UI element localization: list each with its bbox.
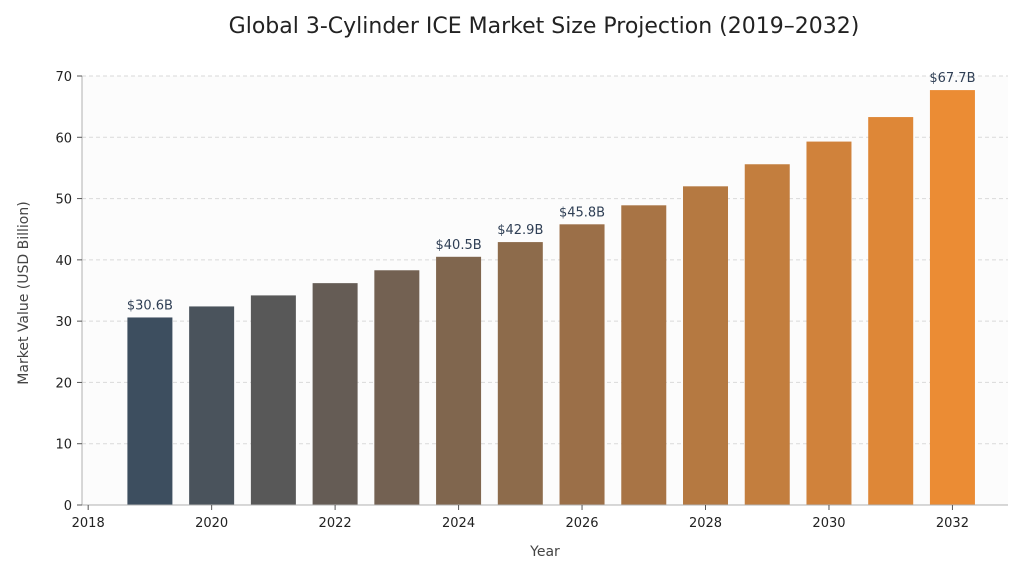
- data-labels: $30.6B $40.5B $42.9B $45.8B $67.7B: [127, 71, 976, 313]
- bar-2022: [312, 283, 358, 505]
- bar-2021: [250, 295, 296, 505]
- bar-2028: [683, 186, 729, 506]
- bar-2024: [436, 256, 482, 505]
- bar-2025: [497, 242, 543, 505]
- x-tick-label-2020: 2020: [195, 516, 228, 531]
- data-label-2024: $40.5B: [436, 238, 482, 253]
- y-tick-label-70: 70: [55, 70, 72, 85]
- x-tick-label-2018: 2018: [72, 516, 105, 531]
- x-tick-label-2030: 2030: [812, 516, 845, 531]
- bar-2023: [374, 270, 420, 505]
- chart-title: Global 3-Cylinder ICE Market Size Projec…: [229, 14, 860, 39]
- y-tick-label-50: 50: [55, 193, 72, 208]
- bar-2019: [127, 317, 173, 505]
- grid-lines: [82, 75, 1008, 445]
- y-tick-label-0: 0: [64, 499, 72, 514]
- x-tick-label-2028: 2028: [689, 516, 722, 531]
- bars: [127, 90, 975, 506]
- x-tick-label-2032: 2032: [936, 516, 969, 531]
- bar-2020: [189, 306, 235, 505]
- data-label-2032: $67.7B: [929, 71, 975, 86]
- y-tick-label-10: 10: [55, 438, 72, 453]
- plot-background: [82, 76, 1008, 505]
- data-label-2026: $45.8B: [559, 205, 605, 220]
- x-tick-label-2022: 2022: [319, 516, 352, 531]
- y-tick-label-20: 20: [55, 376, 72, 391]
- x-axis-title: Year: [529, 544, 560, 560]
- bar-2031: [868, 117, 914, 505]
- y-tick-label-40: 40: [55, 254, 72, 269]
- bar-2030: [806, 141, 852, 505]
- y-axis-title: Market Value (USD Billion): [16, 201, 32, 384]
- bar-2032: [929, 90, 975, 506]
- x-tick-label-2024: 2024: [442, 516, 475, 531]
- bar-2027: [621, 205, 667, 505]
- bar-2026: [559, 224, 605, 505]
- y-tick-label-60: 60: [55, 131, 72, 146]
- data-label-2025: $42.9B: [497, 223, 543, 238]
- y-tick-label-30: 30: [55, 315, 72, 330]
- bar-2029: [744, 164, 790, 505]
- data-label-2019: $30.6B: [127, 298, 173, 313]
- x-tick-label-2026: 2026: [565, 516, 598, 531]
